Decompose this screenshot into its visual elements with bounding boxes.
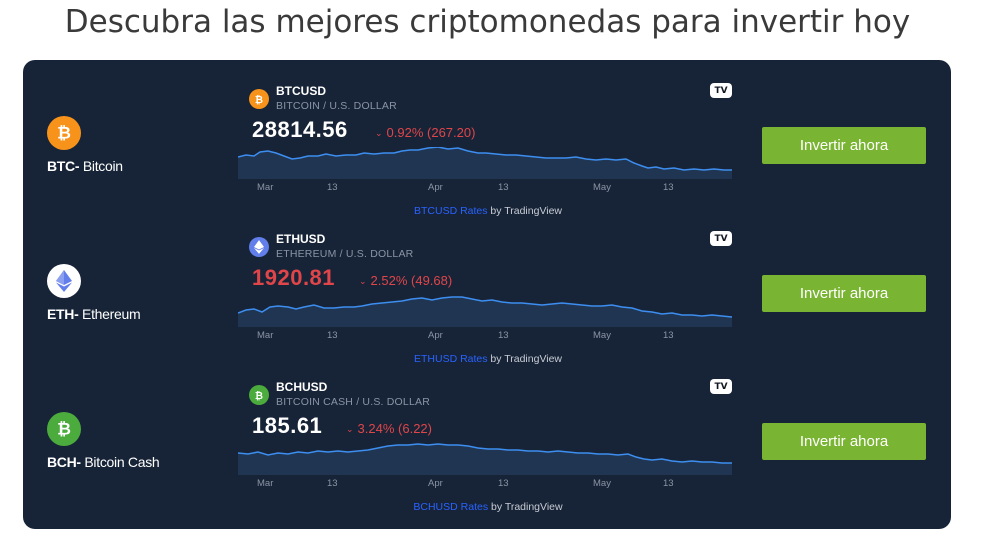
price-chart[interactable] xyxy=(238,295,732,327)
chart-axis: Mar 13 Apr 13 May 13 xyxy=(238,478,732,490)
svg-text:₿: ₿ xyxy=(255,94,263,105)
widget-change: ⌄ 2.52% (49.68) xyxy=(359,273,452,288)
price-chart[interactable] xyxy=(238,147,732,179)
coin-code: ETH- xyxy=(47,306,79,322)
bitcoin-icon: ₿ xyxy=(249,89,269,109)
invest-now-button[interactable]: Invertir ahora xyxy=(762,127,926,164)
tradingview-logo-icon[interactable]: TV xyxy=(710,231,732,246)
coin-label: ETH- Ethereum xyxy=(47,306,227,322)
tradingview-widget-bchusd[interactable]: ₿ BCHUSD BITCOIN CASH / U.S. DOLLAR TV 1… xyxy=(238,359,738,513)
axis-tick-label: Apr xyxy=(428,478,443,489)
axis-tick-label: 13 xyxy=(498,182,509,193)
ethereum-icon xyxy=(249,237,269,257)
coin-label: BTC- Bitcoin xyxy=(47,158,227,174)
price-chart-line xyxy=(238,296,732,318)
coin-name: Ethereum xyxy=(78,306,141,322)
crypto-row-bch: ₿ BCH- Bitcoin Cash ₿ BCHUSD BITCOIN CAS… xyxy=(23,359,951,513)
crypto-row-eth: ETH- Ethereum ETHUSD ETHEREUM / U.S. DOL… xyxy=(23,211,951,365)
price-chart-area xyxy=(238,297,732,327)
crypto-panel: ₿ BTC- Bitcoin ₿ BTCUSD BITCOIN / U.S. D… xyxy=(23,60,951,529)
attribution-suffix: by TradingView xyxy=(487,205,563,217)
axis-tick-label: Apr xyxy=(428,330,443,341)
widget-description: ETHEREUM / U.S. DOLLAR xyxy=(276,248,414,260)
widget-description: BITCOIN / U.S. DOLLAR xyxy=(276,100,397,112)
axis-tick-label: Mar xyxy=(257,182,274,193)
axis-tick-label: 13 xyxy=(663,182,674,193)
axis-tick-label: 13 xyxy=(498,478,509,489)
page-title: Descubra las mejores criptomonedas para … xyxy=(64,4,911,40)
widget-symbol[interactable]: BCHUSD xyxy=(276,380,328,394)
axis-tick-label: May xyxy=(593,182,611,193)
axis-tick-label: 13 xyxy=(327,478,338,489)
bitcoin-cash-icon: ₿ xyxy=(249,385,269,405)
ethereum-icon xyxy=(47,264,81,298)
price-chart-area xyxy=(238,147,732,179)
axis-tick-label: 13 xyxy=(498,330,509,341)
bitcoin-icon: ₿ xyxy=(47,116,81,150)
attribution-suffix: by TradingView xyxy=(487,353,563,365)
axis-tick-label: Mar xyxy=(257,478,274,489)
widget-price: 1920.81 xyxy=(252,265,336,290)
axis-tick-label: 13 xyxy=(327,330,338,341)
chart-axis: Mar 13 Apr 13 May 13 xyxy=(238,182,732,194)
widget-attribution: BTCUSD Rates by TradingView xyxy=(238,205,738,217)
tradingview-logo-icon[interactable]: TV xyxy=(710,379,732,394)
rates-link[interactable]: BCHUSD Rates xyxy=(413,501,489,513)
coin-code: BTC- xyxy=(47,158,80,174)
svg-text:₿: ₿ xyxy=(57,420,71,440)
widget-change-value: 0.92% (267.20) xyxy=(386,125,476,140)
coin-block: ₿ BCH- Bitcoin Cash xyxy=(47,412,227,470)
coin-name: Bitcoin Cash xyxy=(80,454,160,470)
rates-link[interactable]: BTCUSD Rates xyxy=(413,205,488,217)
chevron-down-icon: ⌄ xyxy=(346,424,354,434)
tradingview-logo-icon[interactable]: TV xyxy=(710,83,732,98)
svg-text:₿: ₿ xyxy=(255,390,263,401)
invest-now-button[interactable]: Invertir ahora xyxy=(762,423,926,460)
widget-attribution: ETHUSD Rates by TradingView xyxy=(238,353,738,365)
widget-change-value: 2.52% (49.68) xyxy=(370,273,453,288)
chevron-down-icon: ⌄ xyxy=(375,128,383,138)
widget-description: BITCOIN CASH / U.S. DOLLAR xyxy=(276,396,430,408)
price-chart-line xyxy=(238,443,732,464)
widget-price: 185.61 xyxy=(252,413,323,438)
coin-label: BCH- Bitcoin Cash xyxy=(47,454,227,470)
axis-tick-label: 13 xyxy=(327,182,338,193)
widget-price: 28814.56 xyxy=(252,117,348,142)
tradingview-widget-ethusd[interactable]: ETHUSD ETHEREUM / U.S. DOLLAR TV 1920.81… xyxy=(238,211,738,365)
axis-tick-label: Mar xyxy=(257,330,274,341)
widget-change-value: 3.24% (6.22) xyxy=(357,421,432,436)
coin-block: ETH- Ethereum xyxy=(47,264,227,322)
chart-axis: Mar 13 Apr 13 May 13 xyxy=(238,330,732,342)
widget-symbol[interactable]: BTCUSD xyxy=(276,84,326,98)
axis-tick-label: Apr xyxy=(428,182,443,193)
widget-symbol[interactable]: ETHUSD xyxy=(276,232,326,246)
price-chart[interactable] xyxy=(238,443,732,475)
axis-tick-label: 13 xyxy=(663,478,674,489)
price-chart-area xyxy=(238,444,732,475)
invest-now-button[interactable]: Invertir ahora xyxy=(762,275,926,312)
crypto-row-btc: ₿ BTC- Bitcoin ₿ BTCUSD BITCOIN / U.S. D… xyxy=(23,63,951,217)
axis-tick-label: 13 xyxy=(663,330,674,341)
attribution-suffix: by TradingView xyxy=(488,501,563,513)
axis-tick-label: May xyxy=(593,478,611,489)
widget-change: ⌄ 3.24% (6.22) xyxy=(346,421,432,436)
axis-tick-label: May xyxy=(593,330,611,341)
price-chart-line xyxy=(238,147,732,171)
coin-block: ₿ BTC- Bitcoin xyxy=(47,116,227,174)
rates-link[interactable]: ETHUSD Rates xyxy=(413,353,488,365)
bitcoin-cash-icon: ₿ xyxy=(47,412,81,446)
widget-change: ⌄ 0.92% (267.20) xyxy=(375,125,475,140)
chevron-down-icon: ⌄ xyxy=(359,276,367,286)
svg-text:₿: ₿ xyxy=(57,124,71,144)
coin-name: Bitcoin xyxy=(79,158,123,174)
tradingview-widget-btcusd[interactable]: ₿ BTCUSD BITCOIN / U.S. DOLLAR TV 28814.… xyxy=(238,63,738,217)
widget-attribution: BCHUSD Rates by TradingView xyxy=(238,501,738,513)
coin-code: BCH- xyxy=(47,454,81,470)
